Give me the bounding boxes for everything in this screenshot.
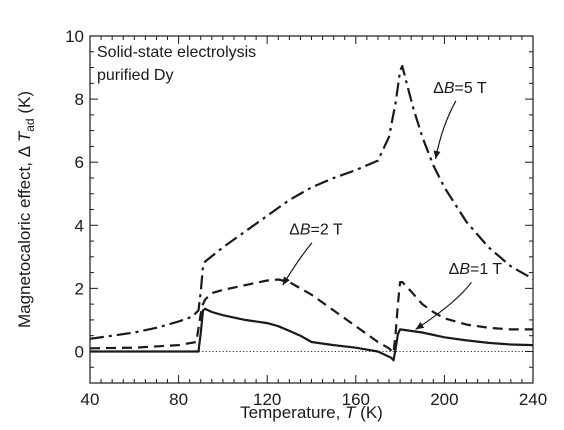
x-axis-title: Temperature, T (K) xyxy=(240,403,383,422)
x-tick-label: 40 xyxy=(81,390,100,409)
x-tick-label: 160 xyxy=(342,390,370,409)
y-tick-label: 0 xyxy=(75,342,84,361)
series-line-dash-dot xyxy=(89,64,534,340)
y-tick-label: 6 xyxy=(75,153,84,172)
series-line-dashed xyxy=(89,278,533,355)
x-tick-label: 240 xyxy=(519,390,547,409)
y-axis-title: Magnetocaloric effect, Δ Tad (K) xyxy=(15,91,37,328)
axis-ticks xyxy=(89,35,534,384)
label-arrow xyxy=(434,100,457,160)
series-lines xyxy=(89,64,534,362)
y-tick-label: 4 xyxy=(75,216,84,235)
series-labels: ΔB=5 T ΔB=2 T ΔB=1 T xyxy=(289,80,502,278)
series-label: ΔB=5 T xyxy=(433,80,487,97)
arrow-head xyxy=(282,276,290,286)
annotation-line-2: purified Dy xyxy=(97,67,173,84)
series-label: ΔB=2 T xyxy=(289,222,343,239)
series-line-solid xyxy=(90,307,534,362)
series-label: ΔB=1 T xyxy=(449,261,503,278)
y-tick-label: 10 xyxy=(65,27,84,46)
label-arrow xyxy=(415,281,472,330)
arrow-head xyxy=(433,150,441,160)
y-tick-label: 8 xyxy=(75,90,84,109)
x-tick-label: 120 xyxy=(253,390,281,409)
label-arrows xyxy=(282,100,472,330)
arrow-head xyxy=(415,322,425,330)
x-tick-label: 80 xyxy=(169,390,188,409)
tick-labels: 40 80 120 160 200 240 0 2 4 6 8 10 xyxy=(65,27,547,409)
annotation-line-1: Solid-state electrolysis xyxy=(97,44,256,61)
y-tick-label: 2 xyxy=(75,279,84,298)
x-tick-label: 200 xyxy=(430,390,458,409)
